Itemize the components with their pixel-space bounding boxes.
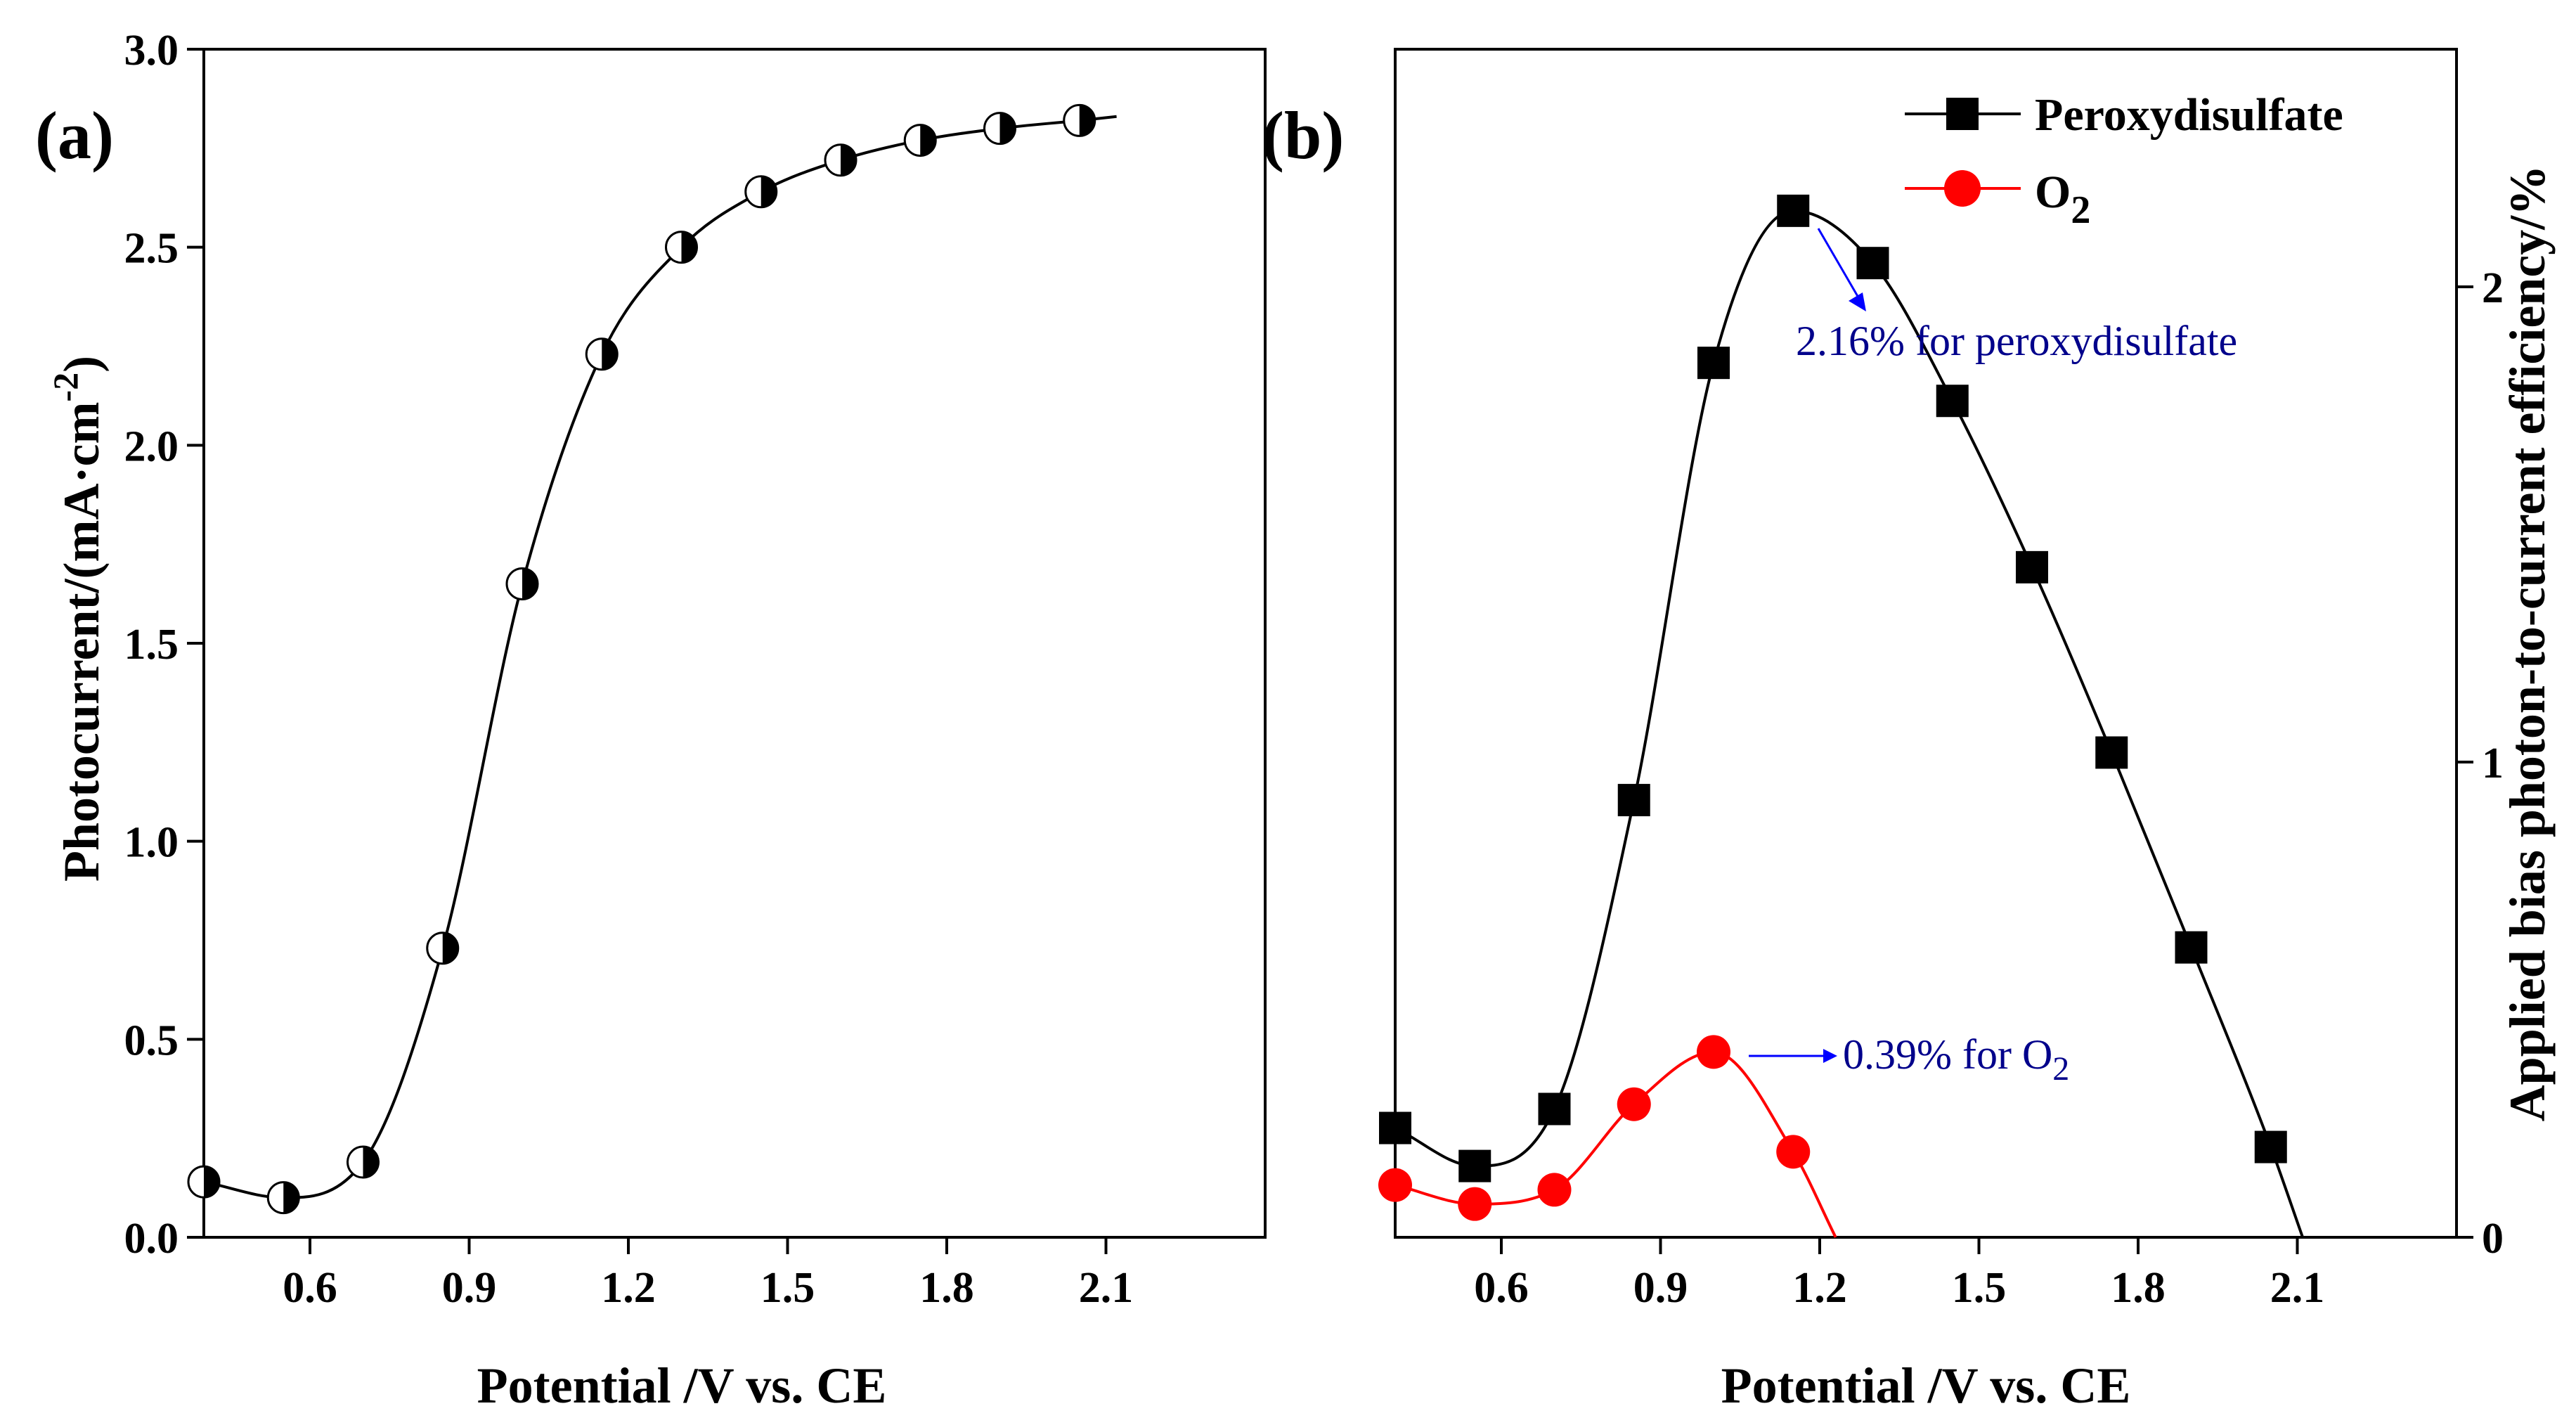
panel-a-series-0-point-7-half xyxy=(760,176,777,207)
panel-a-series xyxy=(187,103,1117,1215)
annotation-text-o2: 0.39% for O2 xyxy=(1843,1031,2069,1088)
panel-a-frame xyxy=(202,48,1267,1239)
panel-b-series-0-point-6 xyxy=(1856,247,1889,280)
panel-b-ytick-label-0: 0 xyxy=(2482,1215,2504,1263)
panel-b-series-0-point-1 xyxy=(1458,1149,1491,1182)
annotation-text-peroxydisulfate: 2.16% for peroxydisulfate xyxy=(1796,318,2237,364)
panel-b-series-1-point-5 xyxy=(1776,1135,1811,1169)
panel-a-xtick-label-0: 0.6 xyxy=(283,1264,337,1312)
panel-b-series-1-point-1 xyxy=(1458,1187,1492,1221)
legend-label-peroxydisulfate: Peroxydisulfate xyxy=(2035,89,2343,141)
panel-b-series-0-point-7 xyxy=(1936,385,1969,418)
annotation-arrow-peroxydisulfate xyxy=(1817,228,1863,303)
panel-a-label: (a) xyxy=(35,98,114,173)
panel-a-series-0-point-11-half xyxy=(1079,105,1095,136)
panel-b-xtick-label-2: 1.2 xyxy=(1792,1264,1847,1312)
panel-a-series-0-point-8 xyxy=(824,143,857,177)
panel-a-series-0-line xyxy=(203,115,1117,1199)
panel-b-series-0-line xyxy=(1394,209,2304,1238)
panel-a-series-0-point-1 xyxy=(266,1181,300,1215)
panel-b-series-0-point-5 xyxy=(1777,194,1810,227)
panel-a-series-0-point-2-half xyxy=(363,1146,379,1178)
panel-a-series-0-point-10 xyxy=(983,112,1016,146)
panel-a-series-0-point-5-half xyxy=(602,338,618,370)
panel-a-series-0-point-5 xyxy=(585,337,619,371)
panel-b-series-0-point-3 xyxy=(1617,784,1650,817)
panel-b-xtick-label-5: 2.1 xyxy=(2270,1264,2325,1312)
panel-a-ytick-label-5: 2.5 xyxy=(124,225,179,273)
panel-a-ytick-label-4: 2.0 xyxy=(124,423,179,470)
panel-b-ticks: 0.6 0.9 1.2 1.5 1.8 2.1 0 1 2 xyxy=(1474,264,2504,1312)
panel-b-ylabel: Applied bias photon-to-current efficienc… xyxy=(2499,165,2556,1122)
panel-b: (b) Potential /V vs. CE Applied bias pho… xyxy=(1262,48,2556,1414)
panel-a-series-0-point-0 xyxy=(187,1165,221,1199)
annotation-text-o2-sub: 2 xyxy=(2052,1050,2069,1088)
panel-a-ylabel-main: Photocurrent/(mA·cm xyxy=(53,402,110,882)
panel-a-xtick-label-4: 1.8 xyxy=(919,1264,974,1312)
panel-a-ylabel-exp: -2 xyxy=(46,373,85,402)
panel-b-series-0-point-9 xyxy=(2095,736,2128,769)
panel-a-ytick-label-3: 1.5 xyxy=(124,621,179,669)
panel-a-series-0-point-4 xyxy=(505,567,539,600)
panel-b-frame xyxy=(1394,48,2458,1239)
panel-a-xtick-label-5: 2.1 xyxy=(1079,1264,1134,1312)
legend-label-o2-sub: 2 xyxy=(2071,188,2090,232)
legend-marker-o2 xyxy=(1944,170,1981,207)
panel-b-xlabel: Potential /V vs. CE xyxy=(1721,1358,2131,1414)
panel-a-ylabel-close: ) xyxy=(53,356,110,373)
panel-a-series-0-point-2 xyxy=(347,1145,380,1179)
panel-a-xtick-label-1: 0.9 xyxy=(442,1264,497,1312)
panel-a-series-0-point-4-half xyxy=(522,568,538,600)
panel-a-xtick-label-3: 1.5 xyxy=(760,1264,815,1312)
panel-b-series-0-point-11 xyxy=(2254,1130,2287,1163)
panel-b-series-1-point-3 xyxy=(1617,1087,1651,1121)
panel-a-ytick-label-6: 3.0 xyxy=(124,27,179,75)
panel-b-series-1-point-0 xyxy=(1378,1168,1412,1202)
panel-b-ytick-label-1: 1 xyxy=(2482,740,2504,787)
annotation-arrowhead-o2 xyxy=(1823,1049,1837,1063)
panel-a: (a) Potential /V vs. CE Photocurrent/(mA… xyxy=(35,27,1267,1414)
panel-a-ticks: 0.6 0.9 1.2 1.5 1.8 2.1 0.0 0.5 1.0 1.5 2.0 2.5 3.0 xyxy=(124,27,1134,1312)
panel-b-xtick-label-1: 0.9 xyxy=(1633,1264,1688,1312)
panel-a-series-0-point-9 xyxy=(903,124,937,157)
panel-a-series-0-point-3-half xyxy=(442,932,458,964)
panel-a-series-0-point-9-half xyxy=(920,124,936,156)
panel-a-ytick-label-0: 0.0 xyxy=(124,1215,179,1263)
legend: Peroxydisulfate O2 xyxy=(1905,89,2343,232)
panel-a-series-0-point-0-half xyxy=(204,1166,220,1198)
panel-a-series-0-point-1-half xyxy=(283,1182,299,1213)
annotation-text-o2-main: 0.39% for O xyxy=(1843,1031,2052,1078)
panel-a-series-0-point-6 xyxy=(665,231,698,264)
panel-b-series-0-point-10 xyxy=(2175,931,2208,964)
panel-b-xtick-label-0: 0.6 xyxy=(1474,1264,1529,1312)
panel-a-xlabel: Potential /V vs. CE xyxy=(477,1358,887,1414)
panel-a-xtick-label-2: 1.2 xyxy=(601,1264,656,1312)
panel-a-ytick-label-1: 0.5 xyxy=(124,1017,179,1064)
panel-a-series-0-point-11 xyxy=(1063,103,1096,137)
panel-a-ylabel: Photocurrent/(mA·cm-2) xyxy=(46,356,110,882)
annotations: 2.16% for peroxydisulfate 0.39% for O2 xyxy=(1749,228,2237,1088)
panel-b-series-1-point-4 xyxy=(1697,1035,1730,1069)
legend-label-o2: O2 xyxy=(2035,167,2090,232)
panel-b-xtick-label-4: 1.8 xyxy=(2111,1264,2166,1312)
panel-b-series-0-point-2 xyxy=(1538,1092,1571,1126)
panel-b-ytick-label-2: 2 xyxy=(2482,264,2504,312)
panel-a-series-0-point-10-half xyxy=(999,112,1016,144)
panel-a-series-0-point-3 xyxy=(426,931,460,965)
panel-b-label: (b) xyxy=(1262,98,1344,173)
legend-marker-peroxydisulfate xyxy=(1946,98,1979,130)
panel-b-xtick-label-3: 1.5 xyxy=(1952,1264,2007,1312)
panel-a-series-0-point-6-half xyxy=(681,231,697,263)
panel-a-series-0-point-8-half xyxy=(841,144,857,176)
panel-b-series-0-point-4 xyxy=(1697,347,1730,380)
panel-a-series-0-point-7 xyxy=(744,175,778,209)
panel-b-series-0-point-0 xyxy=(1379,1111,1411,1144)
panel-a-ytick-label-2: 1.0 xyxy=(124,819,179,867)
panel-b-series-0-point-8 xyxy=(2016,550,2048,583)
panel-b-series xyxy=(1378,194,2304,1238)
annotation-arrowhead-peroxydisulfate xyxy=(1849,292,1866,311)
panel-b-series-1-point-2 xyxy=(1537,1173,1572,1207)
legend-label-o2-main: O xyxy=(2035,167,2071,218)
